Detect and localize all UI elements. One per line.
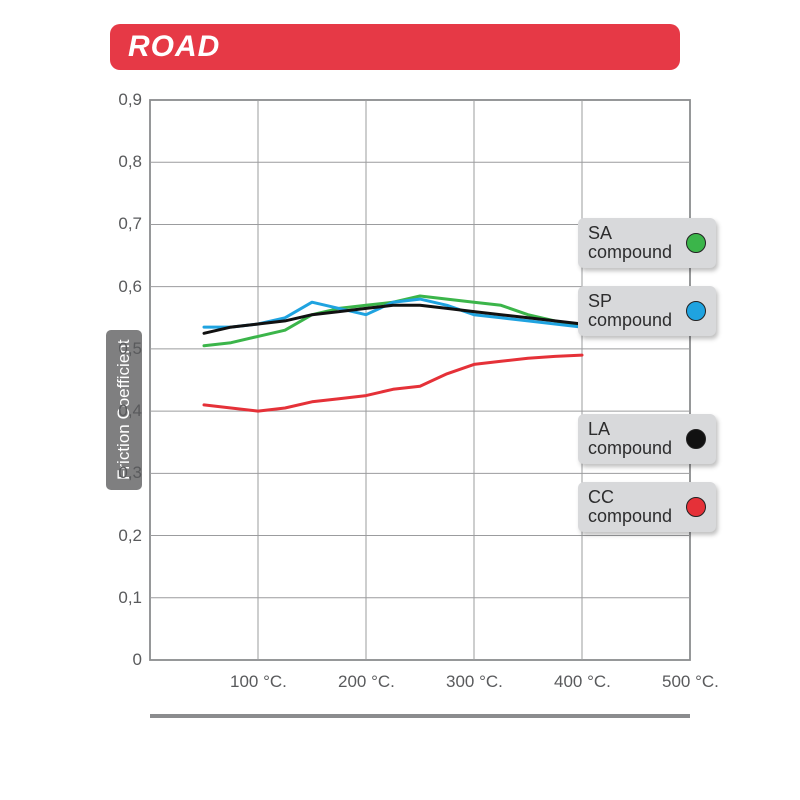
y-tick-label: 0,7	[118, 214, 142, 234]
x-tick-label: 400 °C.	[554, 672, 611, 692]
y-tick-label: 0,3	[118, 463, 142, 483]
y-tick-label: 0,1	[118, 588, 142, 608]
y-tick-label: 0	[133, 650, 142, 670]
y-tick-label: 0,2	[118, 526, 142, 546]
legend-sa: SAcompound	[578, 218, 716, 268]
legend-swatch	[686, 301, 706, 321]
x-tick-label: 100 °C.	[230, 672, 287, 692]
y-tick-label: 0,9	[118, 90, 142, 110]
legend-la: LAcompound	[578, 414, 716, 464]
x-tick-label: 300 °C.	[446, 672, 503, 692]
legend-swatch	[686, 497, 706, 517]
legend-cc: CCcompound	[578, 482, 716, 532]
x-tick-label: 200 °C.	[338, 672, 395, 692]
friction-chart: Friction Coefficient 00,10,20,30,40,50,6…	[60, 90, 740, 730]
header-banner: ROAD	[110, 24, 680, 70]
y-tick-label: 0,8	[118, 152, 142, 172]
header-title: ROAD	[128, 30, 220, 64]
legend-swatch	[686, 233, 706, 253]
legend-label: SPcompound	[588, 292, 672, 330]
x-tick-label: 500 °C.	[662, 672, 719, 692]
legend-label: CCcompound	[588, 488, 672, 526]
legend-label: SAcompound	[588, 224, 672, 262]
chart-svg	[60, 90, 740, 730]
bottom-rule	[150, 714, 690, 718]
legend-swatch	[686, 429, 706, 449]
y-tick-label: 0,4	[118, 401, 142, 421]
legend-label: LAcompound	[588, 420, 672, 458]
y-tick-label: 0,6	[118, 277, 142, 297]
legend-sp: SPcompound	[578, 286, 716, 336]
y-tick-label: 0,5	[118, 339, 142, 359]
